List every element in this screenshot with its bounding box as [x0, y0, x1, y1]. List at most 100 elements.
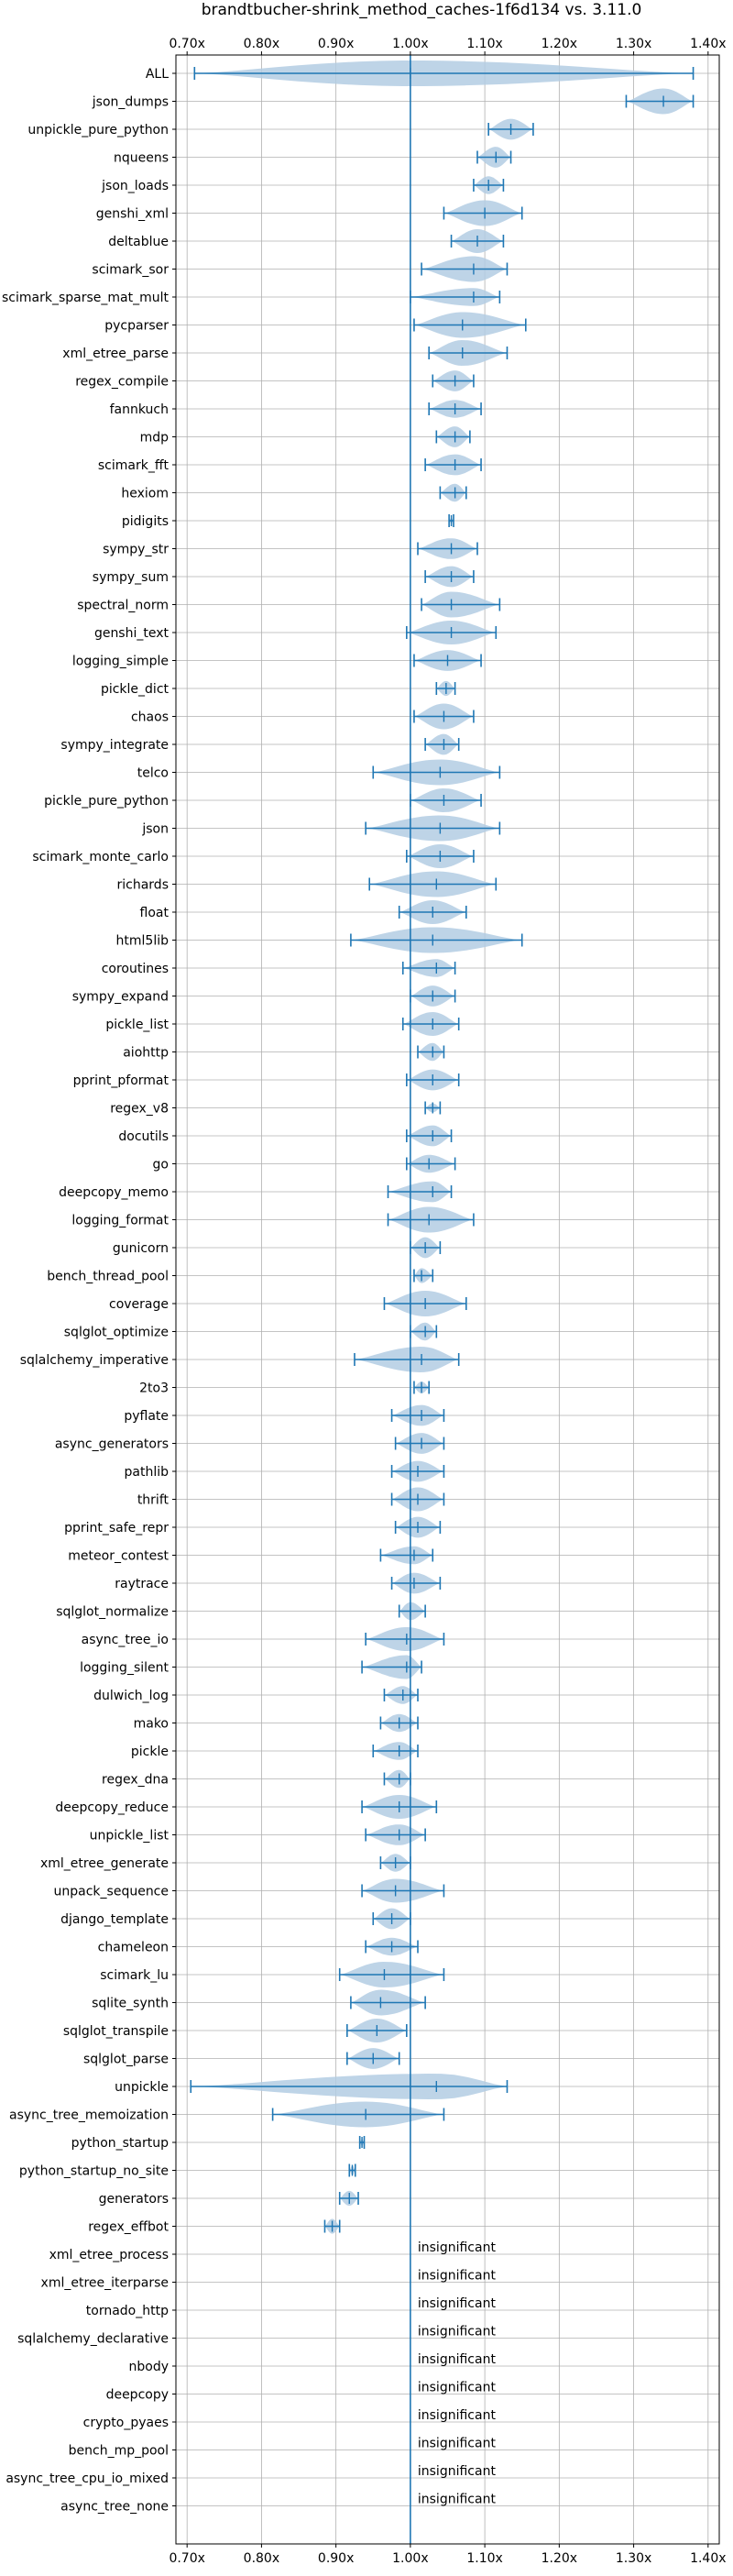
tick-label-top: 1.40x [690, 37, 726, 51]
benchmark-label: sqlglot_parse [83, 2053, 169, 2067]
benchmark-label: pickle_dict [101, 682, 170, 697]
benchmark-label: tornado_http [86, 2304, 169, 2318]
benchmark-label: go [153, 1158, 169, 1172]
tick-label-bottom: 1.20x [542, 2551, 577, 2566]
benchmark-label: hexiom [121, 487, 169, 501]
benchmark-label: nbody [129, 2360, 170, 2374]
benchmark-label: async_tree_io [82, 1633, 169, 1647]
benchmark-label: scimark_sparse_mat_mult [2, 291, 169, 305]
benchmark-label: async_tree_memoization [9, 2108, 169, 2123]
benchmark-label: aiohttp [123, 1046, 169, 1061]
benchmark-label: mdp [140, 431, 170, 446]
chart-title: brandtbucher-shrink_method_caches-1f6d13… [202, 1, 642, 19]
benchmark-label: thrift [137, 1493, 170, 1508]
benchmark-label: sympy_str [103, 543, 169, 557]
benchmark-labels: ALL json_dumps unpickle_pure_pythonnqueens… [2, 67, 169, 2515]
insignificant-label: insignificant [418, 2269, 497, 2284]
benchmark-label: scimark_lu [100, 1968, 169, 1983]
benchmark-label: logging_simple [72, 655, 169, 669]
benchmark-label: regex_compile [75, 375, 169, 390]
benchmark-label: crypto_pyaes [83, 2416, 169, 2430]
benchmark-label: json_loads [101, 179, 169, 193]
benchmark-label: bench_thread_pool [47, 1270, 169, 1284]
benchmark-label: python_startup [71, 2136, 169, 2151]
tick-label-bottom: 0.70x [169, 2551, 204, 2566]
benchmark-label: async_tree_cpu_io_mixed [5, 2471, 169, 2486]
insignificant-label: insignificant [418, 2493, 497, 2507]
benchmark-label: dulwich_log [93, 1689, 169, 1703]
tick-label-bottom: 0.90x [318, 2551, 354, 2566]
insignificant-label: insignificant [418, 2352, 497, 2367]
insignificant-label: insignificant [418, 2464, 497, 2479]
benchmark-label: unpickle_list [90, 1829, 170, 1844]
benchmark-label: pickle_pure_python [44, 794, 169, 809]
tick-label-top: 0.80x [244, 37, 279, 51]
tick-label-bottom: 1.40x [690, 2551, 726, 2566]
benchmark-label: pyflate [124, 1409, 169, 1424]
insignificant-label: insignificant [418, 2381, 497, 2395]
tick-label-top: 0.70x [169, 37, 204, 51]
benchmark-label: pidigits [122, 514, 169, 529]
tick-label-bottom: 1.30x [616, 2551, 651, 2566]
benchmark-label: sqlalchemy_declarative [17, 2332, 169, 2347]
grid [176, 55, 719, 2544]
benchmark-label: logging_format [71, 1214, 169, 1228]
benchmark-label: nqueens [114, 151, 169, 166]
benchmark-label: 2to3 [139, 1382, 169, 1396]
benchmark-label: ALL [146, 67, 169, 82]
benchmark-label: scimark_sor [92, 263, 169, 278]
benchmark-label: async_tree_none [60, 2500, 169, 2515]
insignificant-label: insignificant [418, 2325, 497, 2339]
benchmark-label: chaos [131, 710, 169, 725]
benchmark-label: deepcopy [106, 2388, 169, 2403]
benchmark-label: unpickle_pure_python [27, 123, 169, 138]
benchmark-label: unpack_sequence [54, 1885, 169, 1899]
benchmark-label: coverage [109, 1297, 169, 1312]
benchmark-label: async_generators [55, 1437, 169, 1452]
benchmark-label: django_template [60, 1912, 169, 1927]
tick-label-top: 1.10x [466, 37, 502, 51]
benchmark-label: pprint_safe_repr [64, 1521, 169, 1536]
benchmark-label: sympy_integrate [60, 738, 169, 753]
benchmark-label: pycparser [104, 319, 169, 334]
benchmark-label: pickle [131, 1745, 169, 1759]
benchmark-label: regex_dna [102, 1773, 169, 1788]
benchmark-label: coroutines [102, 962, 169, 976]
benchmark-label: python_startup_no_site [19, 2164, 169, 2179]
benchmark-label: unpickle [115, 2080, 169, 2095]
benchmark-label: chameleon [98, 1941, 169, 1955]
benchmark-label: sympy_expand [72, 990, 169, 1005]
benchmark-label: docutils [118, 1129, 169, 1144]
benchmark-label: bench_mp_pool [69, 2444, 169, 2459]
benchmark-label: gunicorn [113, 1241, 169, 1256]
benchmark-label: genshi_xml [96, 207, 169, 222]
insignificant-label: insignificant [418, 2437, 497, 2451]
benchmark-label: genshi_text [94, 626, 170, 641]
insignificant-label: insignificant [418, 2240, 497, 2255]
benchmark-label: pickle_list [105, 1018, 169, 1032]
benchmark-label: sqlite_synth [92, 1997, 169, 2011]
insignificant-label: insignificant [418, 2296, 497, 2311]
benchmark-label: regex_v8 [110, 1102, 169, 1117]
benchmark-label: sqlglot_transpile [63, 2024, 169, 2039]
benchmark-label: spectral_norm [77, 599, 169, 613]
benchmark-label: json [141, 822, 169, 837]
insignificant-labels: insignificant insignificant insignificant i… [418, 2240, 497, 2507]
whiskers [190, 67, 695, 2233]
benchmark-label: float [140, 906, 170, 920]
benchmark-label: richards [117, 878, 170, 893]
benchmark-label: html5lib [116, 934, 170, 949]
benchmark-label: deltablue [108, 235, 169, 249]
benchmark-label: mako [134, 1717, 169, 1732]
benchmark-label: sqlglot_optimize [64, 1326, 169, 1340]
tick-label-top: 0.90x [318, 37, 354, 51]
tick-label-top: 1.20x [542, 37, 577, 51]
benchmark-label: json_dumps [92, 95, 169, 110]
tick-label-top: 1.30x [616, 37, 651, 51]
axis-ticks: 0.70x 0.70x 0.80x 0.80x 0.90x 0.90x 1.00x 1.00x… [169, 37, 726, 2566]
benchmark-label: raytrace [115, 1577, 169, 1591]
violins [191, 61, 694, 2234]
benchmark-label: deepcopy_reduce [55, 1800, 169, 1815]
insignificant-label: insignificant [418, 2408, 497, 2423]
